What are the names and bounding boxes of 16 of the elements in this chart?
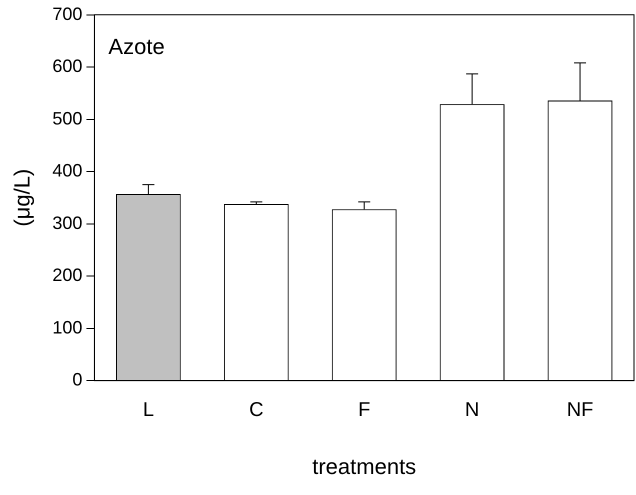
- x-tick-label: F: [358, 399, 370, 422]
- x-tick-label: NF: [566, 399, 594, 422]
- y-tick-label: 500: [52, 108, 82, 128]
- annotation: Azote: [108, 34, 165, 59]
- y-axis-title: (μg/L): [9, 168, 34, 227]
- y-tick-label: 600: [52, 56, 82, 76]
- y-tick-label: 700: [52, 4, 82, 24]
- x-tick-label: N: [464, 399, 480, 422]
- y-tick-label: 200: [52, 265, 82, 286]
- y-tick-label: 0: [72, 370, 82, 390]
- x-tick-label: L: [142, 399, 154, 422]
- y-tick-label: 300: [52, 212, 82, 233]
- x-axis-title: treatments: [312, 454, 416, 479]
- x-tick-label: C: [249, 399, 264, 422]
- y-tick-label: 100: [52, 317, 82, 338]
- y-tick-label: 400: [52, 160, 82, 181]
